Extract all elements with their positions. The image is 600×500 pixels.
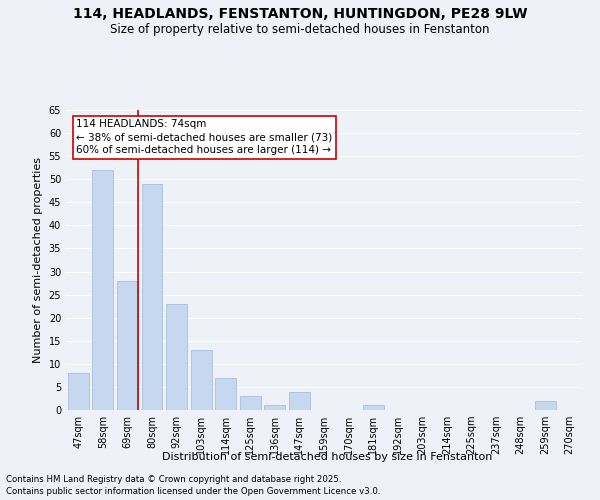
Bar bbox=[191, 350, 212, 410]
Text: Distribution of semi-detached houses by size in Fenstanton: Distribution of semi-detached houses by … bbox=[162, 452, 492, 462]
Bar bbox=[289, 392, 310, 410]
Bar bbox=[215, 378, 236, 410]
Text: 114 HEADLANDS: 74sqm
← 38% of semi-detached houses are smaller (73)
60% of semi-: 114 HEADLANDS: 74sqm ← 38% of semi-detac… bbox=[76, 119, 332, 156]
Bar bbox=[166, 304, 187, 410]
Bar bbox=[240, 396, 261, 410]
Text: Contains HM Land Registry data © Crown copyright and database right 2025.: Contains HM Land Registry data © Crown c… bbox=[6, 475, 341, 484]
Bar bbox=[117, 281, 138, 410]
Bar bbox=[362, 406, 383, 410]
Text: Contains public sector information licensed under the Open Government Licence v3: Contains public sector information licen… bbox=[6, 487, 380, 496]
Text: 114, HEADLANDS, FENSTANTON, HUNTINGDON, PE28 9LW: 114, HEADLANDS, FENSTANTON, HUNTINGDON, … bbox=[73, 8, 527, 22]
Bar bbox=[142, 184, 163, 410]
Bar bbox=[68, 373, 89, 410]
Bar bbox=[92, 170, 113, 410]
Y-axis label: Number of semi-detached properties: Number of semi-detached properties bbox=[33, 157, 43, 363]
Bar bbox=[535, 401, 556, 410]
Bar bbox=[265, 406, 286, 410]
Text: Size of property relative to semi-detached houses in Fenstanton: Size of property relative to semi-detach… bbox=[110, 22, 490, 36]
